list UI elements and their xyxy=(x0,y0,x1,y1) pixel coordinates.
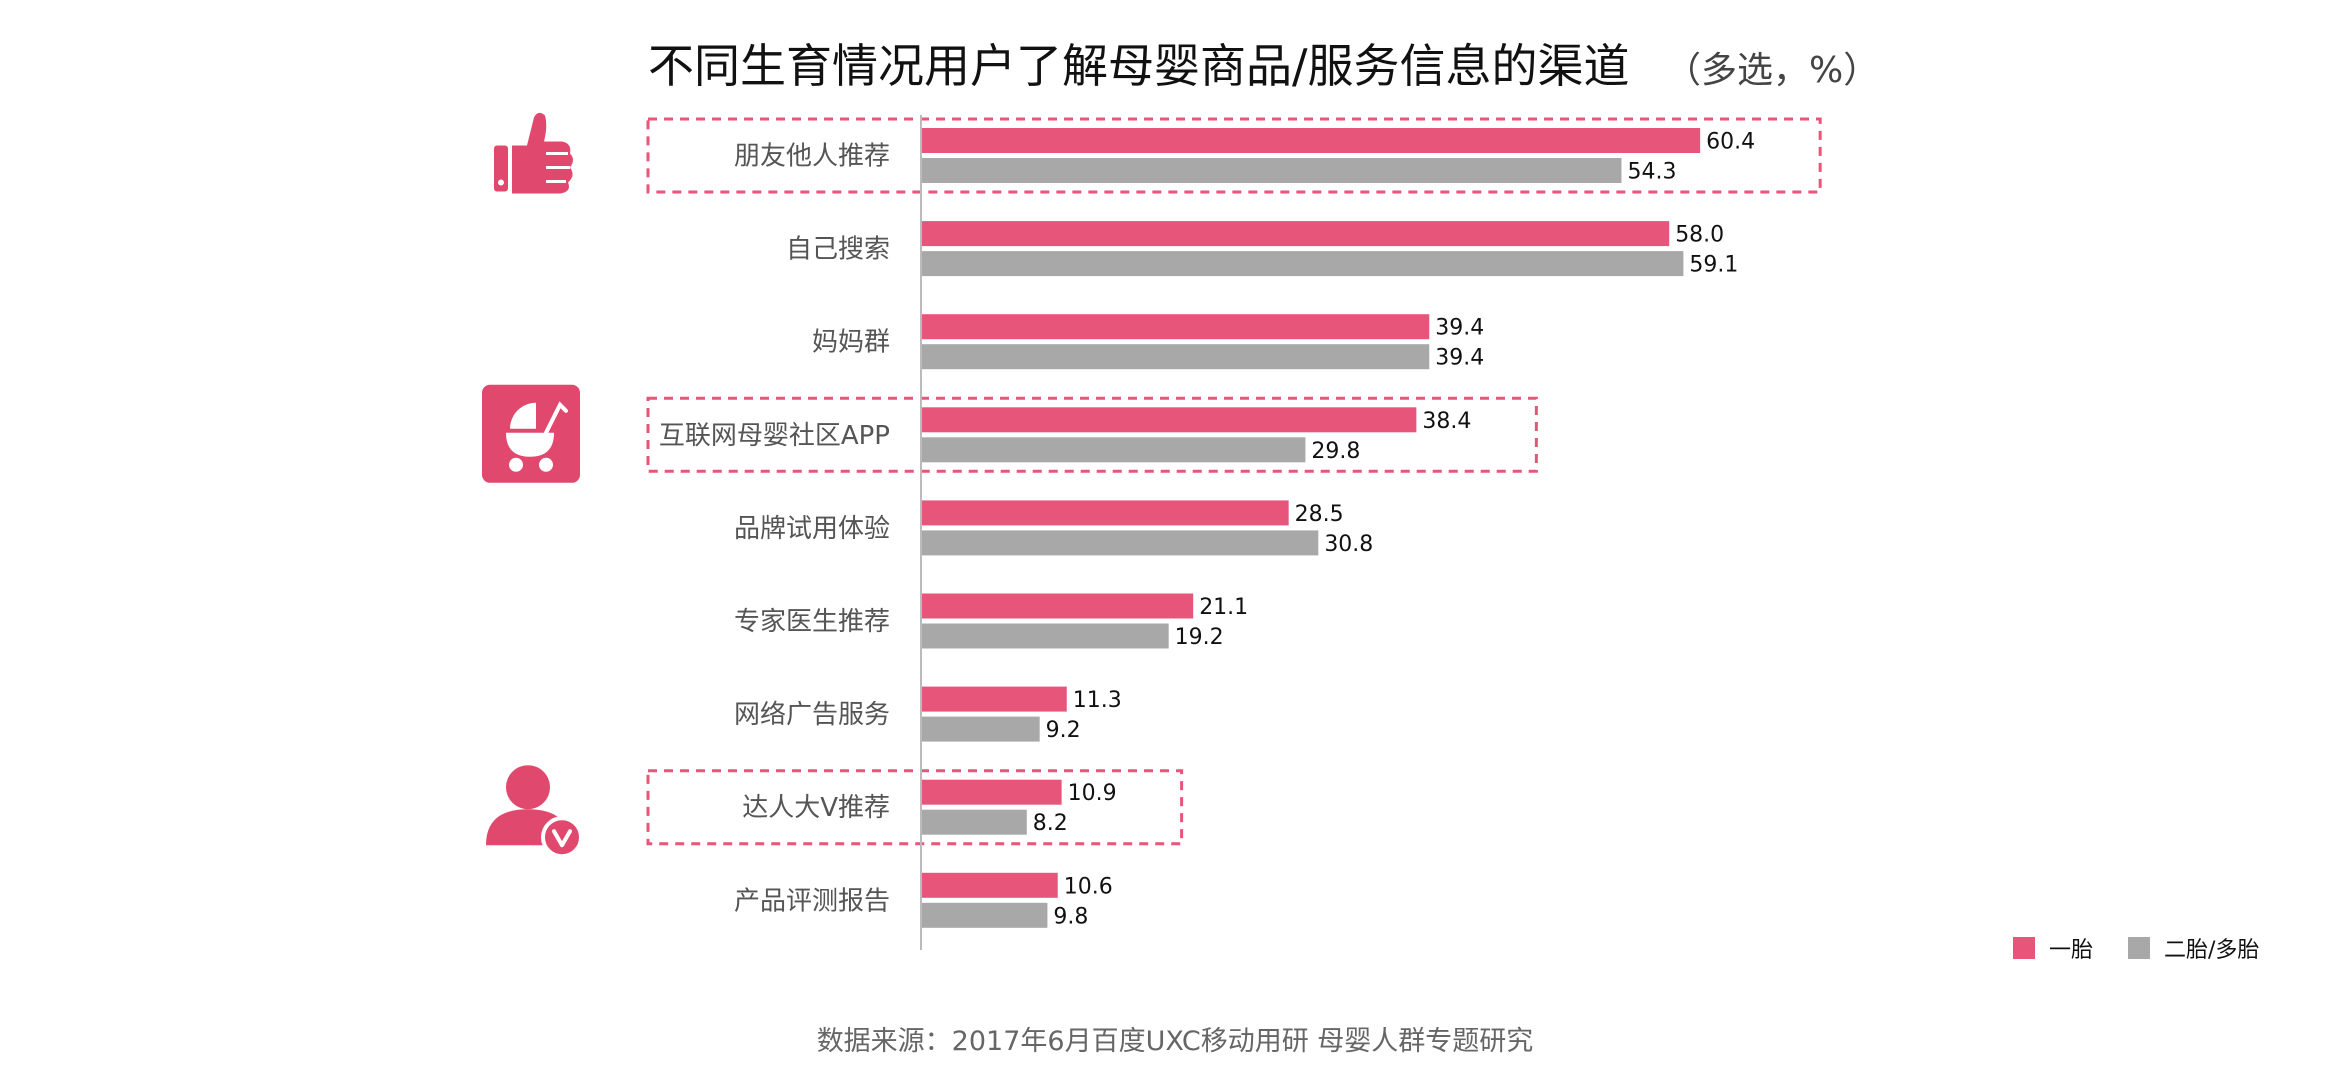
value-label: 8.2 xyxy=(1033,811,1068,836)
bar-first-child xyxy=(921,593,1194,619)
value-label: 54.3 xyxy=(1627,160,1676,185)
thumbs-up-icon xyxy=(494,112,573,194)
legend-label: 一胎 xyxy=(2049,938,2093,963)
category-label: 品牌试用体验 xyxy=(734,514,890,544)
value-label: 19.2 xyxy=(1175,625,1224,650)
value-label: 29.8 xyxy=(1311,439,1360,464)
bar-first-child xyxy=(921,407,1417,433)
bar-second-child xyxy=(921,344,1430,370)
value-label: 9.2 xyxy=(1046,718,1081,743)
value-label: 39.4 xyxy=(1435,346,1484,371)
chart-title: 不同生育情况用户了解母婴商品/服务信息的渠道 xyxy=(648,39,1630,93)
bar-second-child xyxy=(921,716,1040,742)
category-label: 妈妈群 xyxy=(812,328,890,358)
highlight-boxes xyxy=(646,117,1822,846)
category-label: 专家医生推荐 xyxy=(734,607,890,637)
verified-user-icon xyxy=(486,765,583,859)
category-label: 自己搜索 xyxy=(786,235,890,265)
bar-second-child xyxy=(921,530,1319,556)
chart-unit: （多选，%） xyxy=(1665,50,1879,91)
bar-second-child xyxy=(921,809,1027,835)
category-label: 产品评测报告 xyxy=(734,886,890,916)
bar-first-child xyxy=(921,128,1701,153)
value-label: 59.1 xyxy=(1689,253,1738,278)
bar-first-child xyxy=(921,872,1058,898)
category-label: 互联网母婴社区APP xyxy=(659,421,890,451)
value-label: 58.0 xyxy=(1675,223,1724,248)
value-label: 39.4 xyxy=(1435,316,1484,341)
value-label: 30.8 xyxy=(1324,532,1373,557)
bar-first-child xyxy=(921,779,1062,805)
value-label: 10.6 xyxy=(1064,874,1113,899)
bar-second-child xyxy=(921,158,1622,183)
value-labels: 60.4 54.3 58.0 59.1 39.4 39.4 38.4 29.8 28.5 30.8… xyxy=(1033,130,1755,930)
value-label: 38.4 xyxy=(1422,409,1471,434)
bars xyxy=(921,128,1701,928)
bar-second-child xyxy=(921,623,1169,649)
baby-stroller-icon xyxy=(482,384,580,483)
value-label: 10.9 xyxy=(1068,781,1117,806)
bar-second-child xyxy=(921,902,1048,928)
highlight-box xyxy=(646,769,1184,846)
value-label: 60.4 xyxy=(1706,130,1755,155)
legend-swatch xyxy=(2128,937,2150,959)
value-label: 11.3 xyxy=(1073,688,1122,713)
highlight-box xyxy=(646,117,1822,194)
category-label: 朋友他人推荐 xyxy=(734,142,890,172)
bar-first-child xyxy=(921,221,1670,247)
legend: 一胎 二胎/多胎 xyxy=(2013,937,2259,963)
category-icons xyxy=(482,112,583,859)
source-note: 数据来源：2017年6月百度UXC移动用研 母婴人群专题研究 xyxy=(817,1026,1534,1057)
legend-label: 二胎/多胎 xyxy=(2164,938,2259,963)
bar-second-child xyxy=(921,437,1306,463)
value-label: 28.5 xyxy=(1295,502,1344,527)
category-label: 达人大V推荐 xyxy=(742,793,890,823)
value-label: 9.8 xyxy=(1053,904,1088,929)
category-label: 网络广告服务 xyxy=(734,700,890,730)
legend-swatch xyxy=(2013,937,2035,959)
bar-first-child xyxy=(921,314,1430,340)
bar-second-child xyxy=(921,251,1684,277)
value-label: 21.1 xyxy=(1199,595,1248,620)
bar-first-child xyxy=(921,500,1289,526)
bar-first-child xyxy=(921,686,1067,712)
